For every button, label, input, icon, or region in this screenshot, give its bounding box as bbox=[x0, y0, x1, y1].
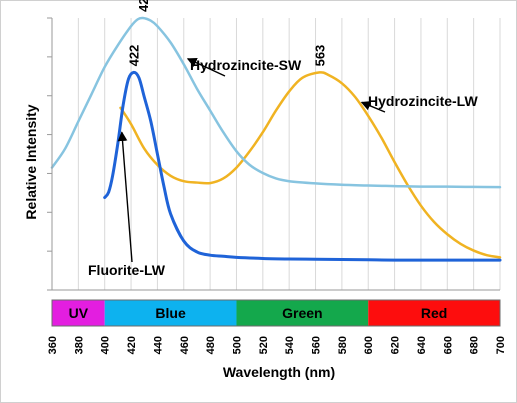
x-tick-label: 480 bbox=[205, 336, 217, 354]
x-tick-label: 540 bbox=[284, 336, 296, 354]
x-tick-label: 500 bbox=[231, 336, 243, 354]
spectrum-band-border bbox=[51, 299, 501, 327]
series-line bbox=[50, 16, 502, 189]
spectrum-band-label: UV bbox=[69, 305, 89, 321]
x-tick-label: 400 bbox=[100, 336, 112, 354]
x-tick-label: 360 bbox=[47, 336, 59, 354]
spectrum-band bbox=[236, 300, 369, 326]
x-tick-label: 600 bbox=[363, 336, 375, 354]
spectrum-band-label: Green bbox=[282, 305, 322, 321]
x-tick-label: 700 bbox=[495, 336, 507, 354]
x-tick-label: 440 bbox=[152, 336, 164, 354]
series-line bbox=[119, 71, 502, 259]
spectrum-band-label: Blue bbox=[155, 305, 186, 321]
spectrum-band bbox=[104, 300, 237, 326]
peak-label: 422 bbox=[127, 45, 142, 67]
x-tick-label: 580 bbox=[337, 336, 349, 354]
annotation-layer: 429 563 422 Hydrozincite-SW Hydrozincite-LW F… bbox=[88, 0, 478, 278]
y-axis-title: Relative Intensity bbox=[23, 104, 39, 219]
spectrum-band-bar: UV Blue Green Red bbox=[51, 299, 501, 327]
annotation-arrow bbox=[117, 131, 133, 263]
x-tick-label: 660 bbox=[442, 336, 454, 354]
axis-layer: 360 380 400 420 440 460 480 500 520 540 560 580 600 6… bbox=[47, 17, 507, 354]
x-tick-label: 620 bbox=[390, 336, 402, 354]
series-line bbox=[103, 70, 502, 262]
x-tick-label: 460 bbox=[179, 336, 191, 354]
spectrum-band-label: Red bbox=[421, 305, 447, 321]
annotation-arrow bbox=[186, 58, 226, 77]
series-annotation-label: Fluorite-LW bbox=[88, 262, 166, 278]
spectrum-band bbox=[368, 300, 500, 326]
x-tick-label: 520 bbox=[258, 336, 270, 354]
x-tick-label: 560 bbox=[311, 336, 323, 354]
spectrum-band bbox=[52, 300, 105, 326]
annotation-arrow bbox=[360, 101, 386, 113]
series-annotation-label: Hydrozincite-SW bbox=[190, 57, 302, 73]
grid-layer bbox=[77, 18, 501, 290]
x-tick-label: 420 bbox=[126, 336, 138, 354]
peak-label: 563 bbox=[312, 45, 327, 67]
peak-label: 429 bbox=[136, 0, 151, 12]
x-axis-title: Wavelength (nm) bbox=[223, 364, 335, 380]
x-tick-label: 680 bbox=[469, 336, 481, 354]
series-annotation-label: Hydrozincite-LW bbox=[368, 93, 478, 109]
x-tick-label: 380 bbox=[73, 336, 85, 354]
x-tick-label: 640 bbox=[416, 336, 428, 354]
series-layer bbox=[50, 16, 502, 262]
